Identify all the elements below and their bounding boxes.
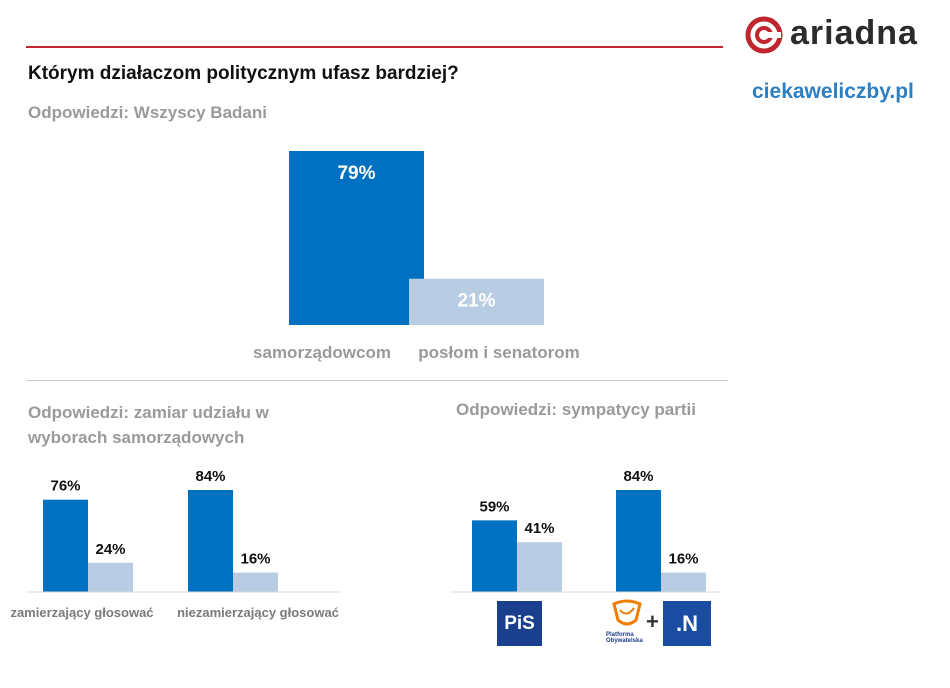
main-bar-1: [289, 151, 424, 325]
party-bar-1-2: [517, 542, 562, 592]
pis-logo: PiS: [497, 601, 542, 646]
turnout-bar-label-1-1: 76%: [50, 478, 80, 495]
page-title: Którym działaczom politycznym ufasz bard…: [28, 63, 459, 84]
party-bar-label-1-1: 59%: [479, 498, 509, 515]
main-bar-label-2: 21%: [457, 291, 495, 312]
website-link[interactable]: ciekaweliczby.pl: [752, 80, 914, 103]
brand-name: ariadna: [790, 14, 918, 52]
turnout-category-1: zamierzający głosować: [10, 605, 153, 620]
main-bar-label-1: 79%: [337, 163, 375, 184]
turnout-bar-label-1-2: 24%: [95, 541, 125, 558]
turnout-bar-label-2-2: 16%: [240, 551, 270, 568]
header-divider: [26, 46, 723, 48]
ariadna-logo-icon: [745, 16, 783, 54]
subtitle-party: Odpowiedzi: sympatycy partii: [456, 400, 696, 419]
main-bar-2: [409, 278, 544, 325]
main-category-2: posłom i senatorom: [418, 343, 580, 362]
plus-sign: +: [646, 609, 659, 634]
party-bar-1-1: [472, 520, 517, 592]
party-bar-label-2-2: 16%: [668, 551, 698, 568]
turnout-bar-label-2-1: 84%: [195, 468, 225, 485]
turnout-bar-1-1: [43, 499, 88, 592]
party-bar-2-2: [661, 572, 706, 592]
party-bar-label-1-2: 41%: [524, 520, 554, 537]
turnout-bar-2-1: [188, 490, 233, 592]
party-bar-2-1: [616, 490, 661, 592]
section-divider: [26, 380, 728, 381]
party-bar-label-2-1: 84%: [623, 468, 653, 485]
po-logo-text: Platforma Obywatelska: [606, 632, 643, 644]
nowoczesna-logo: .N: [663, 601, 711, 646]
subtitle-turnout: Odpowiedzi: zamiar udziału w wyborach sa…: [28, 403, 269, 447]
main-category-1: samorządowcom: [253, 343, 391, 362]
subtitle-all: Odpowiedzi: Wszyscy Badani: [28, 103, 267, 122]
turnout-category-2: niezamierzający głosować: [177, 605, 339, 620]
turnout-bar-1-2: [88, 562, 133, 592]
turnout-bar-2-2: [233, 572, 278, 592]
po-logo-icon: [612, 599, 642, 626]
